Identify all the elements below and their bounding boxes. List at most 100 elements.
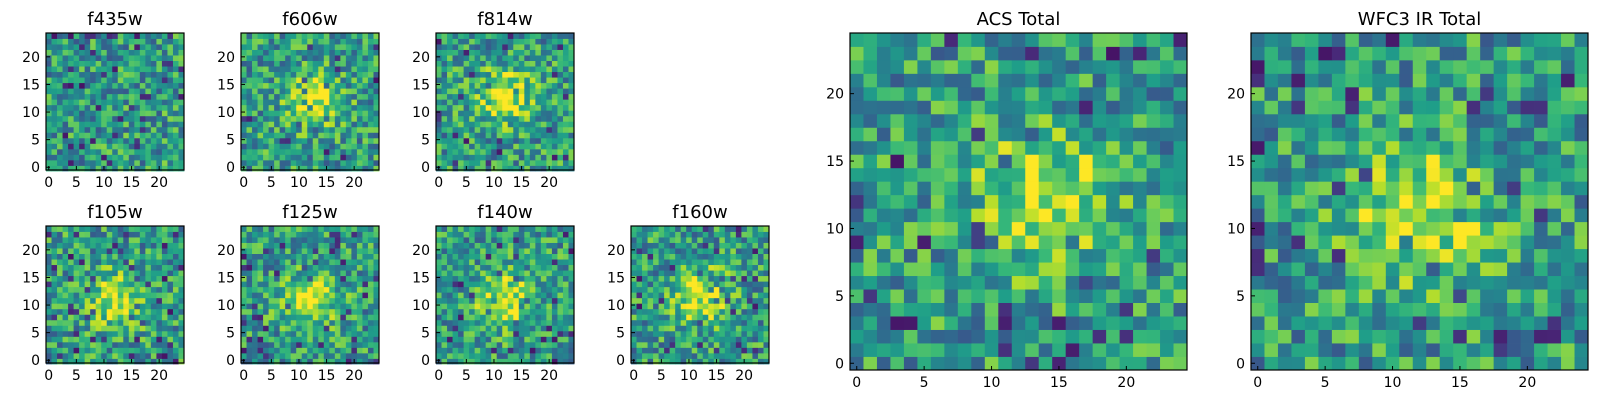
heatmap-cell [345,82,352,89]
heatmap-cell [474,358,481,365]
heatmap-cell [73,242,80,249]
heatmap-cell [546,115,553,122]
heatmap-cell [752,237,759,243]
heatmap-cell [724,303,731,310]
heatmap-cell [546,49,553,56]
heatmap-cell [998,140,1013,155]
heatmap-cell [664,281,671,288]
heatmap-cell [697,314,704,321]
heatmap-cell [123,270,130,277]
heatmap-cell [658,297,665,304]
heatmap-cell [513,242,520,249]
heatmap-cell [134,110,141,117]
heatmap-cell [318,242,325,249]
heatmap-cell [274,275,281,282]
heatmap-cell [51,55,58,61]
heatmap-cell [441,341,448,348]
heatmap-cell [123,38,130,45]
heatmap-cell [290,325,297,332]
heatmap-cell [463,330,470,337]
heatmap-cell [746,303,753,310]
heatmap-cell [161,259,168,266]
heatmap-cell [513,115,520,122]
heatmap-cell [496,71,503,78]
heatmap-cell [546,336,553,343]
heatmap-cell [1106,194,1120,209]
heatmap-cell [917,154,932,169]
heatmap-cell [90,99,97,106]
heatmap-cell [312,292,319,299]
heatmap-cell [702,325,709,332]
heatmap-cell [345,347,352,354]
heatmap-cell [708,308,715,315]
heatmap-cell [90,253,97,260]
heatmap-cell [850,167,864,182]
heatmap-cell [178,159,185,166]
heatmap-cell [485,259,492,266]
heatmap-cell [463,259,470,266]
heatmap-cell [156,341,163,348]
heatmap-cell [139,303,146,310]
heatmap-cell [90,347,97,354]
heatmap-cell [351,319,358,326]
heatmap-cell [57,154,63,161]
heatmap-cell [669,275,676,282]
heatmap-cell [447,154,453,161]
heatmap-cell [686,347,693,354]
heatmap-cell [691,231,698,238]
heatmap-cell [279,121,286,128]
heatmap-cell [1092,289,1107,303]
heatmap-cell [518,132,525,139]
x-tick-label: 20 [735,368,753,384]
heatmap-cell [551,286,558,293]
heatmap-cell [903,248,918,263]
heatmap-cell [246,137,253,144]
heatmap-cell [1052,356,1067,371]
heatmap-cell [362,60,369,67]
heatmap-cell [101,60,108,67]
heatmap-cell [252,259,258,266]
heatmap-cell [356,71,363,78]
heatmap-cell [546,297,553,304]
heatmap-cell [117,264,124,271]
heatmap-cell [373,143,380,150]
heatmap-cell [62,347,69,354]
heatmap-cell [373,121,380,128]
heatmap-cell [112,66,119,73]
heatmap-cell [850,356,864,371]
heatmap-cell [62,71,69,78]
heatmap-cell [323,352,330,359]
heatmap-cell [257,110,264,117]
heatmap-cell [145,253,152,260]
heatmap-cell [257,319,264,326]
heatmap-cell [441,99,448,106]
heatmap-cell [540,314,547,321]
heatmap-cell [713,226,720,232]
heatmap-cell [128,341,135,348]
heatmap-cell [307,237,314,243]
heatmap-cell [513,253,520,260]
heatmap-cell [101,242,108,249]
heatmap-cell [62,93,69,100]
heatmap-cell [106,99,113,106]
heatmap-cell [68,231,74,238]
heatmap-cell [290,308,297,315]
heatmap-cell [46,231,52,238]
heatmap-cell [441,49,448,56]
heatmap-cell [117,325,124,332]
heatmap-cell [178,71,185,78]
heatmap-cell [117,275,124,282]
heatmap-cell [686,286,693,293]
heatmap-cell [167,33,174,39]
heatmap-cell [57,33,63,39]
heatmap-cell [502,137,509,144]
heatmap-cell [241,325,247,332]
heatmap-cell [903,235,918,250]
heatmap-cell [469,99,476,106]
heatmap-cell [101,110,108,117]
heatmap-cell [675,253,682,260]
heatmap-cell [252,336,258,343]
heatmap-cell [436,121,442,128]
heatmap-cell [1052,167,1067,182]
